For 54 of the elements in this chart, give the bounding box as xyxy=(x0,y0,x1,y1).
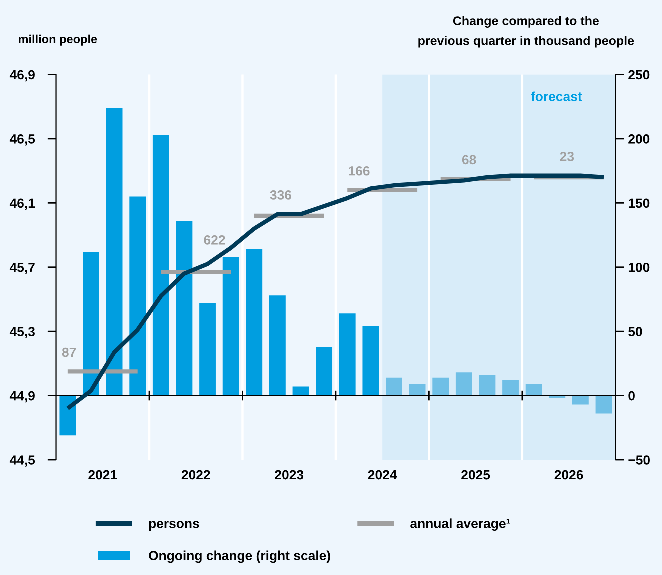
bar xyxy=(339,314,356,396)
y-tick-label: 46,9 xyxy=(10,70,35,82)
bar xyxy=(456,372,472,396)
bar xyxy=(269,296,286,396)
x-tick-label: 2024 xyxy=(368,470,398,480)
legend-label: Ongoing change (right scale) xyxy=(149,550,330,564)
bar xyxy=(409,384,426,396)
y-tick-label: 44,5 xyxy=(10,456,36,467)
bar xyxy=(362,326,380,396)
bar xyxy=(479,375,496,396)
y-tick-label: 46,5 xyxy=(10,134,36,146)
x-tick-label: 2023 xyxy=(275,470,304,480)
y2-tick-label: 0 xyxy=(628,391,635,401)
y2-tick-label: 250 xyxy=(628,70,650,80)
annotation: 68 xyxy=(462,155,476,165)
band-label: forecast xyxy=(531,92,582,102)
bar xyxy=(152,135,170,396)
bar xyxy=(316,346,333,396)
bar xyxy=(60,396,76,436)
x-tick-label: 2026 xyxy=(554,470,584,480)
x-tick-label: 2021 xyxy=(88,470,118,480)
bar xyxy=(502,380,519,396)
annotation: 87 xyxy=(62,348,76,358)
bar xyxy=(130,196,146,396)
annotation: 23 xyxy=(560,152,574,162)
bar xyxy=(432,378,450,396)
y-tick-label: 45,3 xyxy=(10,327,35,338)
bar xyxy=(83,252,100,396)
legend-label: persons xyxy=(149,521,200,531)
annotation: 336 xyxy=(270,190,292,200)
y-tick-label: 46,1 xyxy=(10,198,36,210)
bar xyxy=(246,249,263,396)
x-tick-label: 2022 xyxy=(182,470,210,480)
bar xyxy=(200,303,216,396)
bar xyxy=(386,378,402,396)
y2-tick-label: −50 xyxy=(628,456,650,465)
bar xyxy=(526,384,542,396)
bar xyxy=(572,396,589,405)
annotation: 622 xyxy=(204,235,226,245)
bar xyxy=(222,257,240,396)
y2-axis-title: Change compared to the previous quarter in thousand people xyxy=(418,16,634,48)
y2-tick-label: 100 xyxy=(628,262,650,272)
bar xyxy=(106,108,123,396)
y2-tick-label: 200 xyxy=(628,134,650,144)
y-axis-title: million people xyxy=(19,34,98,46)
y-tick-label: 44,9 xyxy=(10,391,35,403)
bar xyxy=(596,396,612,414)
y-tick-label: 45,7 xyxy=(10,263,35,274)
bar xyxy=(176,221,193,396)
x-tick-label: 2025 xyxy=(462,470,490,480)
legend-label: annual average¹ xyxy=(410,518,510,532)
annotation: 166 xyxy=(349,166,370,176)
y2-tick-label: 150 xyxy=(628,198,650,208)
y2-tick-label: 50 xyxy=(628,327,642,336)
